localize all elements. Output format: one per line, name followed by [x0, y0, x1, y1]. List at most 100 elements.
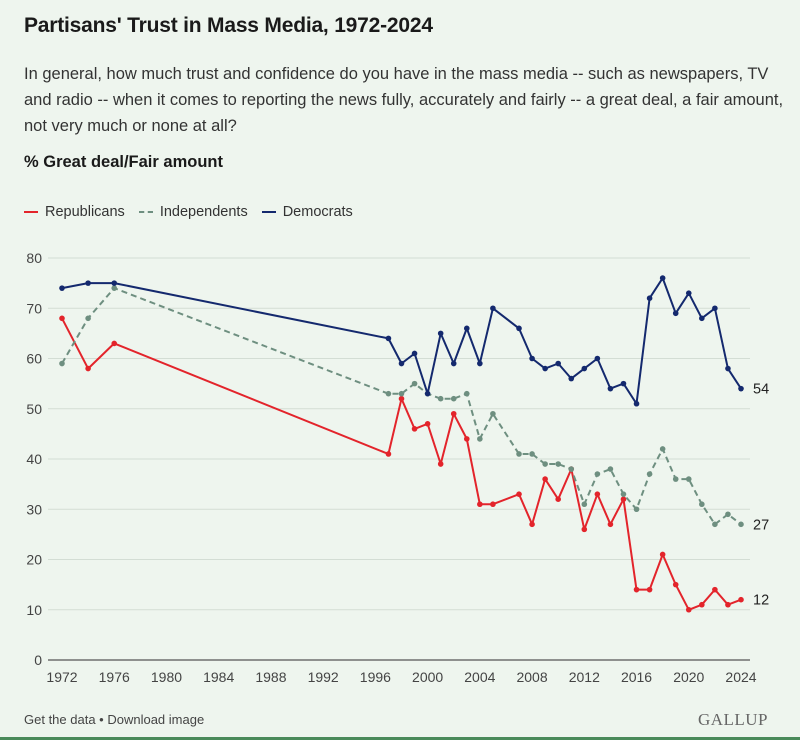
data-point-republicans-1976 — [111, 340, 118, 347]
data-point-republicans-2022 — [712, 586, 718, 593]
x-tick-label-2020: 2020 — [673, 669, 704, 685]
data-point-democrats-2012 — [581, 365, 588, 372]
data-point-democrats-2022 — [712, 305, 718, 312]
survey-question: In general, how much trust and confidenc… — [24, 65, 784, 135]
data-point-independents-2010 — [555, 461, 561, 467]
data-point-democrats-2020 — [685, 290, 692, 296]
data-point-democrats-1997 — [385, 335, 392, 342]
data-point-independents-2012 — [581, 501, 588, 508]
data-point-democrats-2015 — [620, 380, 627, 387]
data-point-democrats-2018 — [659, 275, 666, 281]
y-tick-label-70: 70 — [26, 300, 42, 316]
data-point-democrats-1972 — [59, 285, 65, 291]
data-point-republicans-2021 — [699, 601, 705, 608]
y-tick-label-50: 50 — [26, 401, 42, 417]
data-point-democrats-2010 — [555, 360, 561, 367]
legend-swatch-republicans — [24, 211, 38, 213]
x-tick-label-2024: 2024 — [725, 669, 756, 685]
data-point-republicans-1997 — [385, 451, 392, 457]
data-point-republicans-2017 — [646, 586, 653, 593]
end-value-label-independents: 27 — [753, 517, 769, 533]
data-point-republicans-2000 — [424, 421, 431, 427]
data-point-independents-2004 — [477, 436, 483, 442]
data-point-independents-2020 — [685, 476, 692, 482]
get-data-link[interactable]: Get the data — [24, 712, 96, 727]
data-point-democrats-2009 — [542, 365, 548, 372]
download-image-link[interactable]: Download image — [107, 712, 205, 727]
chart-title: Partisans' Trust in Mass Media, 1972-202… — [24, 14, 433, 37]
data-point-republicans-2008 — [529, 521, 535, 528]
data-point-democrats-2004 — [477, 360, 483, 367]
bottom-accent-bar — [0, 737, 800, 740]
data-point-democrats-2001 — [437, 330, 444, 337]
data-point-republicans-2004 — [477, 501, 483, 508]
data-point-independents-2015 — [620, 491, 627, 497]
y-tick-label-80: 80 — [26, 250, 42, 266]
data-point-republicans-1972 — [59, 315, 65, 322]
data-point-republicans-1998 — [398, 395, 405, 402]
data-point-republicans-2014 — [607, 521, 614, 528]
x-tick-label-2012: 2012 — [569, 669, 600, 685]
data-point-democrats-1976 — [111, 280, 118, 286]
data-point-republicans-2002 — [450, 410, 457, 417]
data-point-independents-2024 — [738, 521, 744, 528]
data-point-independents-2011 — [568, 466, 575, 472]
data-point-independents-2018 — [659, 446, 666, 452]
data-point-independents-1998 — [398, 390, 405, 397]
data-point-democrats-2017 — [646, 295, 653, 301]
data-point-republicans-2001 — [437, 461, 444, 467]
data-point-republicans-2012 — [581, 526, 588, 533]
data-point-democrats-2013 — [594, 355, 601, 362]
x-tick-label-1972: 1972 — [46, 669, 77, 685]
data-point-republicans-1999 — [411, 426, 418, 432]
data-point-independents-2013 — [594, 471, 601, 477]
legend-item-republicans: Republicans — [24, 204, 125, 220]
data-point-republicans-2016 — [633, 586, 640, 593]
x-tick-label-2016: 2016 — [621, 669, 652, 685]
y-tick-label-20: 20 — [26, 552, 42, 568]
data-point-democrats-2011 — [568, 375, 575, 382]
data-point-republicans-2015 — [620, 496, 627, 503]
data-point-democrats-2014 — [607, 385, 614, 392]
data-point-republicans-2020 — [685, 606, 692, 613]
data-point-democrats-2023 — [725, 365, 731, 372]
data-point-independents-1999 — [411, 380, 418, 387]
data-point-democrats-2008 — [529, 355, 535, 362]
data-point-republicans-2018 — [659, 551, 666, 558]
data-point-democrats-2021 — [699, 315, 705, 322]
data-point-democrats-2003 — [463, 325, 470, 332]
series-line-republicans — [61, 317, 742, 611]
end-value-label-democrats: 54 — [753, 382, 769, 398]
data-point-independents-2005 — [490, 410, 496, 417]
x-tick-label-1992: 1992 — [308, 669, 339, 685]
x-tick-label-1996: 1996 — [360, 669, 391, 685]
y-tick-label-10: 10 — [26, 602, 42, 618]
x-tick-label-1988: 1988 — [255, 669, 286, 685]
data-point-democrats-2024 — [738, 385, 744, 392]
series-line-democrats — [61, 277, 742, 405]
data-point-independents-1974 — [85, 315, 91, 322]
data-point-republicans-2009 — [542, 476, 548, 482]
y-tick-label-40: 40 — [26, 451, 42, 467]
x-tick-label-1976: 1976 — [99, 669, 130, 685]
data-point-independents-2007 — [516, 451, 522, 457]
data-point-democrats-2007 — [516, 325, 522, 332]
legend-swatch-independents — [138, 211, 153, 213]
data-point-democrats-2005 — [490, 305, 496, 312]
data-point-independents-2008 — [529, 451, 535, 457]
data-point-democrats-2000 — [424, 390, 431, 397]
data-point-independents-2019 — [672, 476, 679, 482]
end-value-label-republicans: 12 — [753, 593, 769, 609]
chart-legend: Republicans Independents Democrats — [24, 204, 353, 220]
data-point-republicans-1974 — [85, 365, 91, 372]
x-tick-label-2004: 2004 — [464, 669, 495, 685]
data-point-democrats-1999 — [411, 350, 418, 357]
y-tick-label-0: 0 — [34, 652, 42, 668]
legend-item-democrats: Democrats — [261, 204, 353, 220]
data-point-independents-2009 — [542, 461, 548, 467]
y-tick-label-30: 30 — [26, 501, 42, 517]
data-point-independents-2016 — [633, 506, 640, 513]
x-tick-label-2000: 2000 — [412, 669, 443, 685]
data-point-democrats-2019 — [672, 310, 679, 317]
x-tick-label-2008: 2008 — [516, 669, 547, 685]
